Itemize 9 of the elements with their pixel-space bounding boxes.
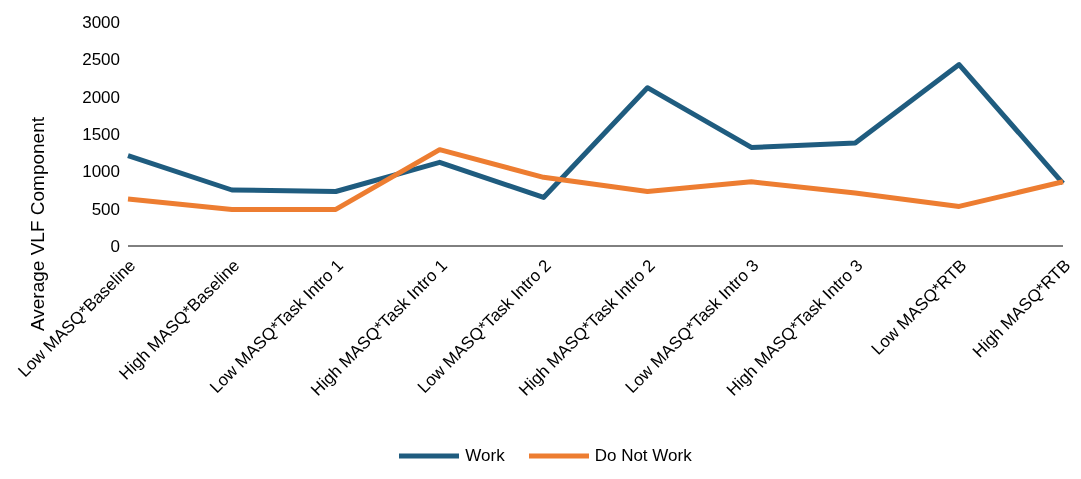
y-tick-label: 1000 bbox=[82, 162, 120, 182]
y-tick-label: 3000 bbox=[82, 13, 120, 33]
legend-label: Work bbox=[465, 446, 505, 466]
y-tick-label: 1500 bbox=[82, 125, 120, 145]
legend-label: Do Not Work bbox=[594, 446, 692, 466]
y-tick-label: 500 bbox=[91, 199, 120, 219]
y-tick-label: 2500 bbox=[82, 50, 120, 70]
y-tick-label: 2000 bbox=[82, 87, 120, 107]
y-tick-label: 0 bbox=[110, 237, 120, 257]
